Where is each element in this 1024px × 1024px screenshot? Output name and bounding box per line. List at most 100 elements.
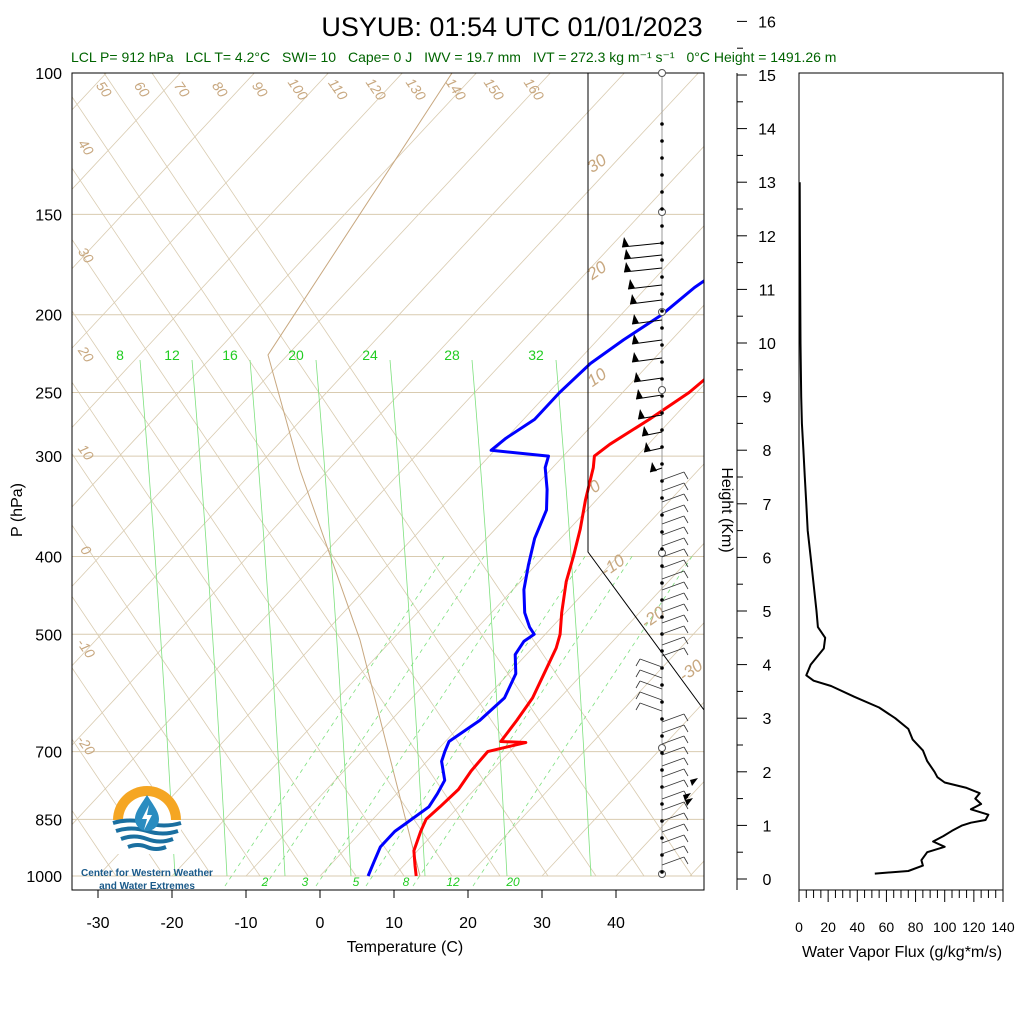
wind-pennant — [685, 798, 693, 806]
dashed-mixing-line — [365, 554, 587, 887]
temperature-tick-label: -30 — [86, 915, 109, 932]
wind-pennant — [683, 793, 691, 801]
isotherm-line — [72, 73, 551, 587]
wind-barb — [661, 834, 685, 844]
wind-barb — [661, 515, 685, 525]
isotherm-line — [72, 73, 477, 508]
height-tick-label: 11 — [759, 282, 776, 299]
flux-x-label: Water Vapor Flux (g/kg*m/s) — [802, 944, 1002, 961]
wind-barb — [661, 493, 685, 503]
height-tick-label: 5 — [763, 604, 772, 621]
wind-barb — [623, 254, 663, 260]
wind-dot — [660, 411, 664, 415]
wind-barb — [661, 713, 685, 723]
mixing-ratio-line — [191, 359, 228, 877]
isotherm-label: 140 — [443, 75, 470, 103]
dry-adiabat-line — [72, 167, 549, 877]
height-tick-label: 3 — [763, 711, 772, 728]
dry-adiabat-line — [72, 595, 261, 877]
pressure-tick-label: 850 — [35, 812, 62, 829]
isotherm-label: 60 — [131, 78, 153, 100]
isotherm-line — [72, 73, 329, 349]
wind-barb — [639, 691, 663, 701]
wind-feather — [683, 735, 689, 744]
wind-dot — [660, 547, 664, 551]
isotherm-label: -20 — [74, 732, 99, 758]
isotherm-label: 90 — [249, 78, 271, 100]
height-tick-label: 0 — [763, 872, 772, 889]
height-tick-label: 10 — [758, 336, 776, 353]
wind-feather — [683, 504, 689, 513]
wind-feather — [683, 581, 689, 590]
temperature-tick-label: 40 — [607, 915, 625, 932]
isotherm-label: 130 — [403, 75, 430, 103]
wind-dot — [660, 258, 664, 262]
flux-tick-label: 140 — [991, 919, 1015, 935]
wind-dot — [660, 717, 664, 721]
mixing-ratio-line — [389, 359, 426, 877]
wind-pennant — [630, 294, 637, 304]
pressure-tick-label: 250 — [35, 386, 62, 403]
wind-feather — [683, 570, 689, 579]
wind-feather — [683, 779, 689, 788]
wind-barb — [661, 537, 685, 547]
dry-adiabat-line — [0, 73, 20, 876]
wind-pennant — [632, 314, 639, 324]
dry-adiabat-line — [72, 452, 357, 877]
wind-dot — [660, 598, 664, 602]
flux-tick-label: 60 — [879, 919, 895, 935]
flux-tick-label: 0 — [795, 919, 803, 935]
wind-barb — [631, 357, 663, 363]
wind-feather — [683, 746, 689, 755]
flux-tick-label: 80 — [908, 919, 924, 935]
temperature-tick-label: -20 — [160, 915, 183, 932]
wind-feather — [635, 680, 641, 689]
calm-circle — [658, 744, 666, 752]
dry-adiabat-line — [72, 381, 405, 877]
isotherm-label: 80 — [209, 78, 231, 100]
height-tick-label: 13 — [758, 175, 776, 192]
wind-barb — [661, 559, 685, 569]
wind-pennant — [622, 237, 629, 247]
isotherm-label: 30 — [75, 244, 97, 266]
wind-dot — [660, 649, 664, 653]
isotherm-line — [72, 73, 625, 667]
dry-adiabat-line — [72, 310, 453, 877]
wind-feather — [683, 482, 689, 491]
cw3e-logo: Center for Western Weather and Water Ext… — [81, 786, 213, 892]
wind-dot — [660, 309, 664, 313]
wind-barb — [623, 267, 663, 273]
lcl-temperature: LCL T= 4.2°C — [186, 49, 271, 65]
pressure-tick-label: 500 — [35, 627, 62, 644]
wind-pennant — [632, 334, 639, 344]
wind-barb — [661, 592, 685, 602]
wind-feather — [683, 471, 689, 480]
mixing-ratio-label: 20 — [288, 347, 304, 363]
wind-feather — [683, 625, 689, 634]
flux-frame — [798, 72, 1004, 891]
lcl-pressure: LCL P= 912 hPa — [71, 49, 174, 65]
wind-pennant — [624, 262, 631, 272]
wind-barb — [639, 658, 663, 668]
isotherm-line — [245, 383, 704, 877]
isotherm-label: 110 — [325, 75, 351, 103]
mixing-ratio-label: 16 — [222, 347, 238, 363]
wind-feather — [683, 834, 689, 843]
wind-panel-wall — [587, 73, 705, 890]
wind-pennant — [644, 442, 651, 452]
wind-dot — [660, 530, 664, 534]
pressure-tick-label: 300 — [35, 449, 62, 466]
wind-feather — [635, 702, 641, 711]
wind-dot — [660, 275, 664, 279]
wind-dot — [660, 513, 664, 517]
wind-pennant — [634, 372, 641, 382]
wind-barb — [661, 548, 685, 558]
isotherm-label: 40 — [75, 136, 97, 158]
wind-dot — [660, 462, 664, 466]
temperature-tick-label: 10 — [385, 915, 403, 932]
mixing-ratio-label: 32 — [528, 347, 544, 363]
wind-feather — [635, 669, 641, 678]
flux-profile — [798, 182, 990, 875]
wind-barb — [661, 636, 685, 646]
